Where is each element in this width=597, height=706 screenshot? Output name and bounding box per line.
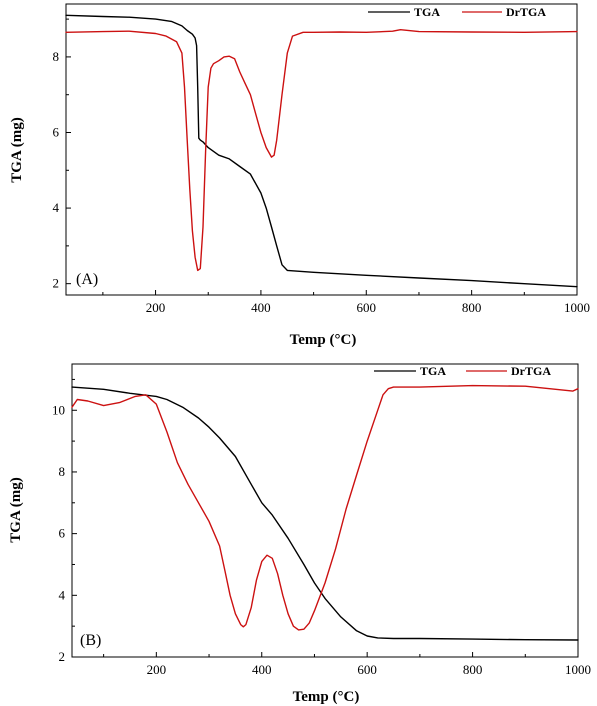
panel-label-b: (B): [80, 632, 101, 649]
x-tick-label: 200: [147, 662, 167, 677]
y-axis-title-b: TGA (mg): [8, 477, 24, 542]
x-tick-label: 400: [251, 300, 271, 315]
y-tick-label: 8: [59, 464, 66, 479]
chart-panel-b: 200 400 600 800 1000 2 4 6 8 10 (B) TGA (mg) Temp…: [8, 363, 591, 705]
legend-b: TGA DrTGA: [374, 364, 551, 378]
y-tick-label: 6: [59, 526, 66, 541]
legend-tga-label-a: TGA: [414, 5, 440, 19]
x-tick-label: 800: [462, 300, 482, 315]
x-tick-label: 200: [146, 300, 166, 315]
plot-area-frame-a: [65, 3, 578, 296]
x-tick-label: 1000: [564, 300, 590, 315]
y-tick-label: 10: [52, 402, 65, 417]
tick-labels-a: 200 400 600 800 1000 2 4 6 8: [53, 49, 591, 315]
y-tick-label: 4: [53, 200, 60, 215]
legend-tga-label-b: TGA: [420, 364, 446, 378]
series-line-drtga: [65, 29, 578, 272]
x-tick-label: 1000: [565, 662, 591, 677]
y-tick-label: 2: [53, 276, 60, 291]
series-lines-a: [65, 14, 578, 288]
legend-drtga-label-b: DrTGA: [511, 364, 551, 378]
series-line-tga: [65, 14, 578, 288]
panel-label-a: (A): [76, 271, 98, 288]
x-tick-label: 600: [357, 300, 377, 315]
series-line-tga: [71, 386, 579, 641]
y-tick-label: 4: [59, 587, 66, 602]
x-tick-label: 600: [357, 662, 377, 677]
tick-marks-a: [66, 18, 578, 295]
chart-panel-a: 200 400 600 800 1000 2 4 6 8 (A) TGA (mg) Temp (…: [9, 3, 591, 348]
tick-marks-b: [72, 378, 579, 658]
plot-area-frame-b: [71, 363, 579, 658]
y-tick-label: 2: [59, 649, 66, 664]
y-tick-label: 8: [53, 49, 60, 64]
legend-drtga-label-a: DrTGA: [506, 5, 546, 19]
legend-a: TGA DrTGA: [368, 5, 546, 19]
x-tick-label: 800: [463, 662, 483, 677]
x-axis-title-b: Temp (°C): [293, 689, 360, 705]
series-lines-b: [71, 384, 579, 641]
series-line-drtga: [71, 384, 579, 631]
y-axis-title-a: TGA (mg): [9, 117, 25, 182]
y-tick-label: 6: [53, 124, 60, 139]
x-tick-label: 400: [252, 662, 272, 677]
x-axis-title-a: Temp (°C): [290, 332, 357, 348]
tick-labels-b: 200 400 600 800 1000 2 4 6 8 10: [52, 402, 591, 677]
